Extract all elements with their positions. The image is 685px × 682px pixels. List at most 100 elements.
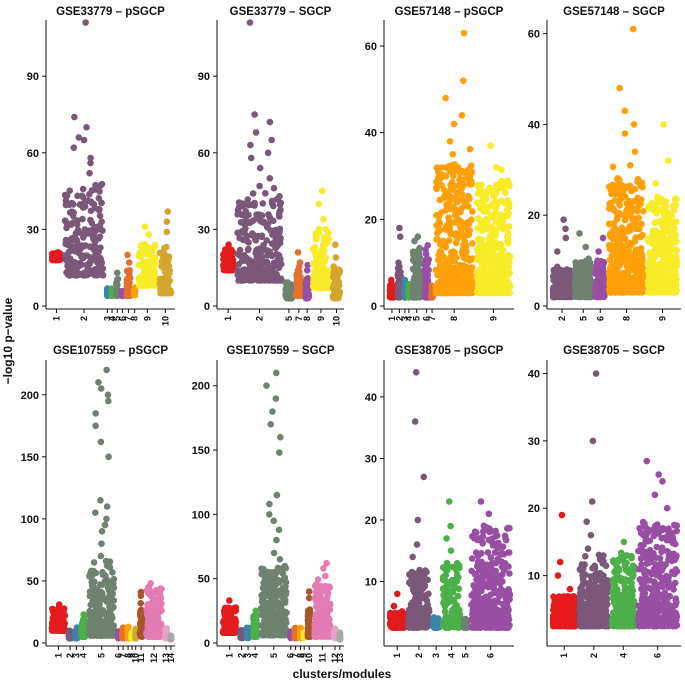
point: [103, 515, 110, 523]
point: [388, 276, 395, 284]
point: [252, 236, 259, 243]
point: [90, 559, 98, 566]
point: [248, 276, 255, 283]
point: [576, 230, 583, 237]
point: [148, 261, 156, 268]
point: [145, 231, 152, 238]
point: [320, 215, 327, 223]
point: [434, 271, 441, 279]
y-tick-label: 0: [33, 301, 39, 313]
point: [322, 226, 330, 233]
point: [161, 244, 168, 252]
point: [79, 185, 87, 193]
point: [646, 205, 654, 212]
point: [87, 198, 95, 205]
point: [436, 262, 444, 270]
point: [447, 180, 455, 188]
point: [424, 242, 432, 249]
point: [631, 238, 639, 245]
points: [386, 29, 514, 301]
point: [629, 25, 637, 33]
point: [247, 154, 255, 162]
point: [296, 259, 304, 266]
y-tick-label: 0: [33, 638, 39, 650]
point: [414, 233, 422, 240]
x-tick-label: 5: [578, 316, 588, 321]
point: [264, 252, 271, 259]
point: [314, 266, 322, 274]
point: [76, 201, 84, 208]
y-axis-label: −log10 p−value: [1, 297, 15, 384]
point: [446, 194, 453, 202]
point: [450, 120, 458, 128]
point: [256, 182, 263, 190]
point: [621, 130, 629, 137]
point: [457, 228, 465, 236]
point: [165, 262, 173, 270]
point: [608, 242, 616, 249]
x-tick-label: 5: [412, 316, 422, 321]
x-tick-label: 10: [331, 316, 341, 326]
point: [503, 206, 511, 214]
point: [245, 245, 252, 253]
point: [480, 203, 488, 210]
point: [236, 246, 244, 254]
point: [315, 225, 323, 233]
point: [395, 259, 402, 267]
point: [575, 265, 582, 272]
point: [477, 255, 484, 263]
point: [145, 277, 153, 284]
y-tick-label: 60: [528, 29, 540, 41]
point: [164, 208, 172, 215]
point: [459, 196, 466, 204]
point: [445, 214, 452, 221]
point: [248, 201, 256, 208]
y-tick-label: 20: [528, 210, 540, 222]
point: [90, 625, 98, 633]
point: [90, 235, 97, 243]
point: [266, 266, 273, 273]
point: [96, 233, 104, 240]
point: [635, 214, 643, 222]
point: [505, 199, 513, 207]
point: [131, 287, 139, 295]
x-tick-label: 7: [294, 316, 304, 321]
point: [492, 232, 500, 239]
point: [62, 201, 70, 209]
x-tick-label: 2: [254, 316, 264, 321]
point: [504, 239, 512, 247]
point: [88, 631, 96, 639]
point: [616, 209, 623, 217]
point: [104, 391, 112, 399]
point: [74, 192, 81, 200]
point: [142, 268, 150, 276]
point: [310, 273, 317, 281]
point: [627, 162, 634, 169]
point: [448, 248, 455, 256]
point: [664, 157, 672, 164]
point: [439, 241, 447, 249]
point: [436, 289, 444, 297]
point: [163, 228, 171, 236]
point: [609, 163, 617, 171]
point: [464, 219, 471, 226]
point: [487, 142, 495, 149]
x-tick-label: 1: [223, 316, 233, 321]
point: [434, 229, 441, 237]
point: [92, 422, 99, 430]
point: [637, 279, 644, 286]
y-tick-label: 40: [528, 119, 540, 131]
point: [222, 246, 229, 253]
point: [672, 246, 679, 253]
x-tick-label: 8: [130, 316, 140, 321]
point: [87, 207, 95, 215]
point: [572, 259, 579, 266]
point: [267, 227, 274, 234]
point: [614, 175, 621, 183]
point: [647, 253, 655, 260]
point: [592, 284, 599, 291]
point: [632, 225, 640, 233]
